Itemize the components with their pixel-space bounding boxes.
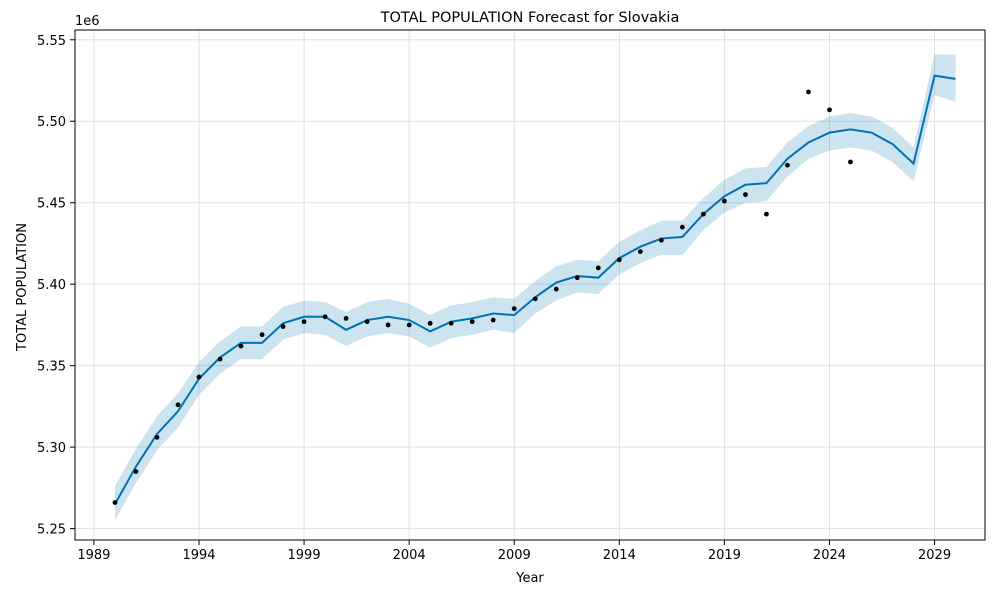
y-tick-label: 5.50 — [37, 115, 66, 130]
observed-point — [490, 317, 496, 323]
y-tick-label: 5.45 — [37, 197, 66, 212]
observed-point — [679, 224, 685, 230]
plot-frame — [74, 29, 986, 541]
observed-point — [806, 89, 811, 95]
chart-title: TOTAL POPULATION Forecast for Slovakia — [380, 10, 680, 26]
observed-point — [154, 434, 160, 440]
y-tick-label: 5.30 — [37, 441, 66, 456]
observed-point — [532, 296, 538, 302]
y-offset-label: 1e6 — [75, 14, 100, 29]
observed-point — [364, 319, 370, 325]
x-tick-label: 2019 — [708, 548, 741, 563]
x-tick-label: 2014 — [603, 548, 636, 563]
observed-point — [175, 402, 181, 408]
y-tick-label: 5.25 — [37, 523, 66, 538]
observed-point — [553, 286, 559, 292]
y-tick-label: 5.35 — [37, 360, 66, 375]
observed-point — [343, 316, 349, 321]
y-axis: 5.25 5.30 5.35 5.40 5.45 5.50 5.55 — [37, 34, 75, 538]
observed-point — [217, 356, 223, 362]
observed-point — [259, 332, 265, 338]
observed-point — [785, 162, 790, 168]
observed-point — [595, 265, 601, 271]
observed-point — [301, 319, 307, 325]
observed-point — [743, 192, 748, 197]
observed-point — [280, 324, 286, 329]
observed-point — [322, 314, 328, 320]
observed-point — [448, 320, 454, 326]
grid — [75, 30, 985, 540]
observed-point — [848, 159, 853, 165]
observed-point — [427, 320, 433, 326]
uncertainty-band-area — [114, 54, 956, 521]
observed-point — [385, 322, 391, 328]
observed-point — [637, 249, 643, 254]
observed-point — [827, 107, 832, 113]
x-tick-label: 2004 — [393, 548, 426, 563]
x-tick-label: 2024 — [813, 548, 846, 563]
x-tick-label: 2029 — [918, 548, 951, 563]
x-tick-label: 2009 — [498, 548, 531, 563]
observed-point — [469, 319, 475, 325]
x-tick-label: 1999 — [288, 548, 321, 563]
observed-point — [658, 237, 664, 243]
x-tick-label: 1994 — [182, 548, 215, 563]
observed-point — [616, 257, 622, 263]
uncertainty-band — [114, 54, 956, 521]
y-axis-title: TOTAL POPULATION — [15, 223, 30, 352]
x-axis: 1989 1994 1999 2004 2009 2014 2019 2024 2029 — [77, 540, 951, 563]
observed-point — [406, 322, 412, 328]
y-tick-label: 5.40 — [37, 278, 66, 293]
observed-point — [574, 275, 580, 281]
observed-point — [511, 306, 517, 312]
observed-point — [721, 198, 727, 204]
observed-points — [112, 89, 853, 505]
observed-point — [238, 343, 244, 349]
x-tick-label: 1989 — [77, 548, 110, 563]
y-tick-label: 5.55 — [37, 34, 66, 49]
observed-point — [196, 374, 202, 380]
observed-point — [700, 211, 706, 217]
observed-point — [112, 500, 118, 505]
observed-point — [764, 211, 769, 217]
x-axis-title: Year — [515, 571, 544, 586]
observed-point — [133, 469, 139, 474]
